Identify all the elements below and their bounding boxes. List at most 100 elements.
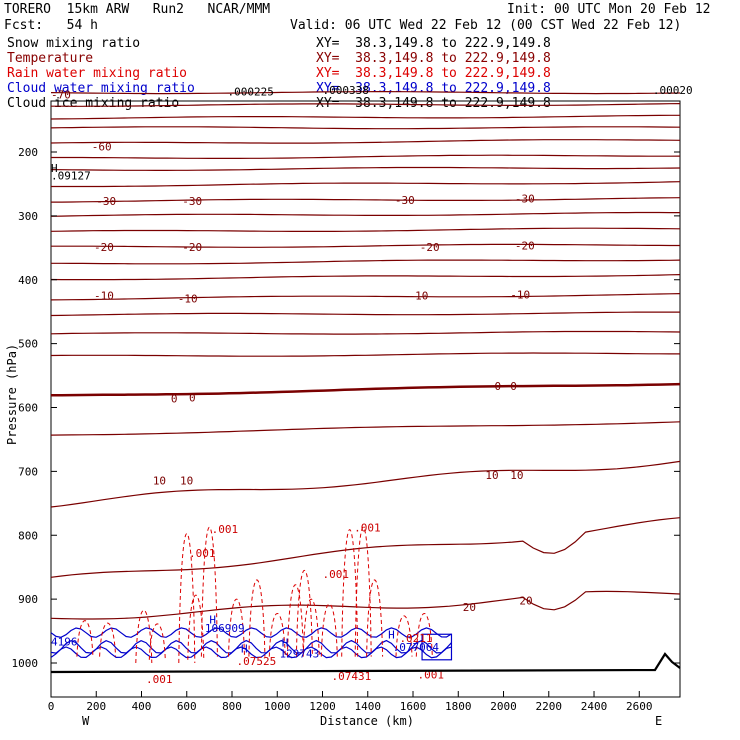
isotherm-line bbox=[50, 90, 681, 95]
isotherm-label: -10 bbox=[94, 290, 114, 303]
x-tick-label: 1600 bbox=[400, 700, 427, 713]
rain-contour bbox=[295, 569, 313, 657]
isotherm-line bbox=[50, 139, 681, 144]
rain-contour bbox=[178, 533, 196, 664]
isotherm-line bbox=[50, 126, 681, 130]
y-tick-label: 600 bbox=[18, 402, 38, 415]
valid-time: Valid: 06 UTC Wed 22 Feb 12 (00 CST Wed … bbox=[290, 18, 682, 33]
x-tick-label: 2000 bbox=[490, 700, 517, 713]
rain-label: .001 bbox=[146, 673, 173, 686]
rain-label: .001 bbox=[212, 523, 239, 536]
isotherm-line bbox=[51, 103, 681, 107]
rain-contour bbox=[187, 594, 205, 660]
isotherm-label: 10 bbox=[510, 469, 523, 482]
isotherm-line bbox=[50, 114, 680, 120]
y-tick-label: 400 bbox=[18, 274, 38, 287]
x-tick-label: 1000 bbox=[264, 700, 291, 713]
init-time: Init: 00 UTC Mon 20 Feb 12 bbox=[507, 2, 711, 17]
rain-contour bbox=[248, 579, 266, 657]
cloud-water-label: H bbox=[282, 637, 289, 650]
x-tick-label: 2400 bbox=[581, 700, 608, 713]
y-tick-label: 1000 bbox=[12, 657, 39, 670]
legend-snow-xy: XY= 38.3,149.8 to 222.9,149.8 bbox=[316, 36, 551, 51]
y-tick-label: 500 bbox=[18, 338, 38, 351]
isotherm-line bbox=[50, 352, 680, 357]
cloud-water-label: 106909 bbox=[205, 622, 245, 635]
isotherm-line bbox=[51, 243, 680, 248]
isotherm-label: -10 bbox=[408, 290, 428, 303]
y-tick-label: 900 bbox=[18, 593, 38, 606]
cloud-ice-label: .00020 bbox=[653, 84, 693, 97]
rain-contour bbox=[76, 620, 94, 657]
x-tick-label: 2600 bbox=[626, 700, 653, 713]
isotherm-line bbox=[50, 330, 681, 335]
cloud-water-contour bbox=[50, 646, 452, 659]
isotherm-label: -30 bbox=[182, 195, 202, 208]
model-title: TORERO 15km ARW Run2 NCAR/MMM bbox=[4, 2, 271, 17]
cloud-ice-label: .09127 bbox=[51, 170, 91, 183]
rain-label: .07431 bbox=[332, 670, 372, 683]
cloud-water-contours bbox=[50, 627, 453, 661]
rain-contour bbox=[320, 603, 338, 657]
isotherm-line bbox=[50, 311, 680, 317]
isotherm-line bbox=[50, 293, 681, 301]
isotherm-label: 0 bbox=[189, 391, 196, 404]
contour-labels: -70 -60 -30 -30 -30 -30 -20 -20 -20 -20 -10 -10 -10 -… bbox=[51, 84, 693, 686]
y-tick-label: 300 bbox=[18, 210, 38, 223]
isotherm-label: -70 bbox=[51, 89, 71, 102]
x-tick-label: 1800 bbox=[445, 700, 472, 713]
rain-contour bbox=[99, 622, 117, 657]
isotherm-label: 10 bbox=[485, 469, 498, 482]
isotherm-label: 0 bbox=[494, 380, 501, 393]
cloud-ice-label: .000338 bbox=[323, 84, 369, 97]
x-tick-label: 0 bbox=[48, 700, 55, 713]
rain-contour bbox=[366, 579, 384, 657]
isotherm-label: -20 bbox=[420, 241, 440, 254]
isotherm-label: -10 bbox=[510, 288, 530, 301]
terrain-line bbox=[50, 652, 681, 674]
isotherm-line bbox=[50, 274, 681, 281]
isotherm-line bbox=[50, 460, 681, 508]
y-tick-label: 200 bbox=[18, 146, 38, 159]
rain-label: .0211 bbox=[399, 632, 432, 645]
isotherm-label: -20 bbox=[182, 241, 202, 254]
isotherm-label: -60 bbox=[92, 140, 112, 153]
rain-contour bbox=[228, 598, 245, 657]
legend-snow: Snow mixing ratio bbox=[7, 36, 141, 51]
legend-rain-xy: XY= 38.3,149.8 to 222.9,149.8 bbox=[316, 66, 551, 81]
legend-cloud-ice-xy: XY= 38.3,149.8 to 222.9,149.8 bbox=[316, 96, 551, 111]
isotherm-label: -30 bbox=[395, 194, 415, 207]
isotherm-label: 10 bbox=[153, 474, 166, 487]
x-axis-title: Distance (km) bbox=[320, 714, 414, 728]
isotherm-line bbox=[50, 227, 681, 232]
y-tick-label: 800 bbox=[18, 529, 38, 542]
cloud-ice-label: .000225 bbox=[227, 85, 273, 98]
legend-cloud-ice: Cloud ice mixing ratio bbox=[7, 96, 180, 111]
isotherm-label: 0 bbox=[171, 393, 178, 406]
legend-cloud-water: Cloud water mixing ratio bbox=[7, 81, 195, 96]
rain-contours bbox=[76, 527, 433, 664]
isotherm-line bbox=[50, 421, 681, 436]
rain-label: .001 bbox=[354, 522, 381, 535]
x-tick-label: 2200 bbox=[536, 700, 563, 713]
cloud-water-box bbox=[421, 633, 453, 661]
cloud-water-label: 4196 bbox=[51, 635, 78, 648]
isotherm-line bbox=[51, 154, 681, 159]
cloud-water-label: H bbox=[209, 614, 216, 627]
isotherm-label: 20 bbox=[519, 594, 532, 607]
x-tick-label: 200 bbox=[86, 700, 106, 713]
rain-contour bbox=[354, 527, 372, 657]
isotherm-label: -30 bbox=[96, 195, 116, 208]
x-axis: 0 200 400 600 800 1000 1200 1400 1600 1800 2000 220… bbox=[48, 691, 653, 713]
rain-contour bbox=[135, 610, 153, 664]
legend-rain: Rain water mixing ratio bbox=[7, 66, 188, 81]
rain-contour bbox=[286, 584, 304, 657]
cloud-water-contour bbox=[50, 639, 452, 654]
isotherm-line bbox=[50, 166, 681, 171]
forecast-hour: Fcst: 54 h bbox=[4, 18, 98, 33]
rain-contour bbox=[148, 623, 166, 660]
cloud-water-label: 129743 bbox=[280, 647, 320, 660]
isotherm-line bbox=[50, 211, 680, 217]
